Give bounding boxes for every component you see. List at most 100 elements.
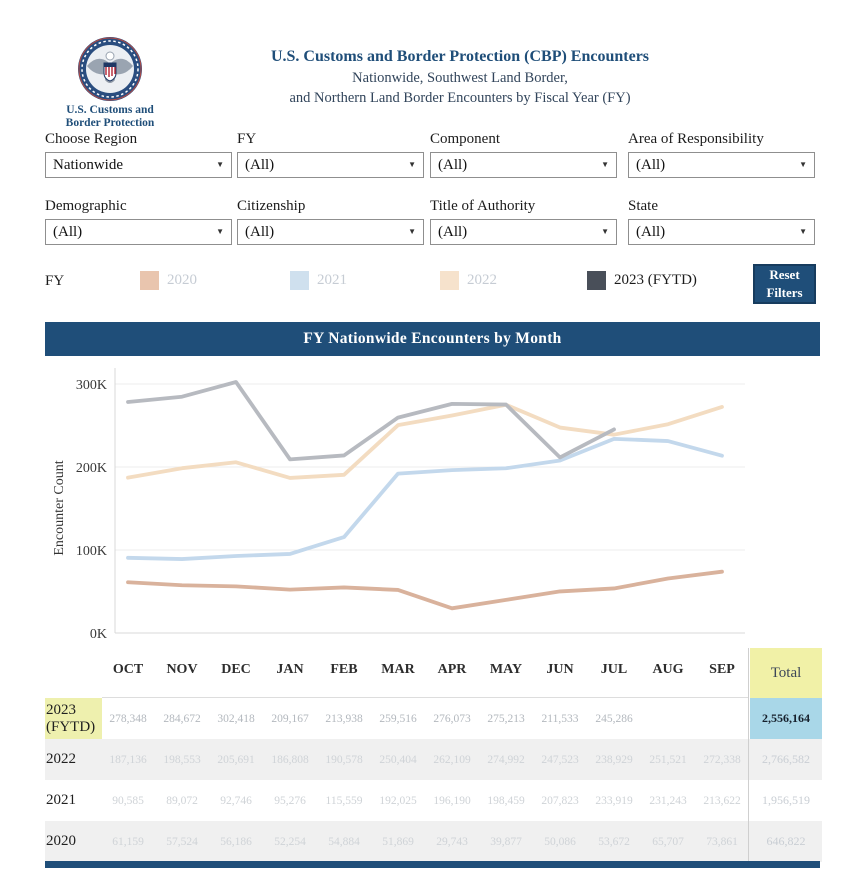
column-header-apr: APR: [437, 662, 467, 677]
line-series-2022: [126, 402, 724, 480]
row-label-2020[interactable]: 2020: [46, 833, 76, 850]
filter-label-title-of-authority: Title of Authority: [430, 198, 536, 214]
cell-value: 196,190: [433, 794, 471, 807]
row-label-2022[interactable]: 2022: [46, 751, 76, 768]
fy-dropdown[interactable]: (All) ▼: [237, 152, 424, 178]
page-subtitle-line2: and Northern Land Border Encounters by F…: [289, 89, 631, 106]
cell-value: 247,523: [541, 753, 579, 766]
cell-value: 187,136: [109, 753, 147, 766]
row-label-2021[interactable]: 2021: [46, 792, 76, 809]
legend-item-2021[interactable]: 2021: [290, 269, 347, 291]
title-of-authority-dropdown[interactable]: (All) ▼: [430, 219, 617, 245]
y-axis-title: Encounter Count: [52, 460, 67, 555]
reset-filters-button[interactable]: Reset Filters: [753, 264, 816, 304]
filter-label-fy: FY: [237, 131, 257, 147]
column-header-dec: DEC: [221, 662, 251, 677]
cell-value: 54,884: [328, 835, 360, 848]
table-row-2022: 2022 187,136 198,553 205,691 186,808 190,578 2…: [45, 739, 822, 780]
chevron-down-icon: ▼: [601, 227, 609, 236]
choose-region-value: Nationwide: [53, 157, 123, 173]
cell-value: 92,746: [220, 794, 252, 807]
cell-value: 276,073: [433, 712, 471, 725]
cell-value: 274,992: [487, 753, 525, 766]
chevron-down-icon: ▼: [601, 160, 609, 169]
citizenship-dropdown[interactable]: (All) ▼: [237, 219, 424, 245]
component-dropdown[interactable]: (All) ▼: [430, 152, 617, 178]
column-header-sep: SEP: [709, 662, 735, 677]
y-tick-label: 200K: [76, 461, 107, 476]
cell-value: 53,672: [598, 835, 630, 848]
legend-item-2022[interactable]: 2022: [440, 269, 497, 291]
component-value: (All): [438, 157, 468, 173]
y-tick-label: 300K: [76, 378, 107, 393]
chart-title-bar: FY Nationwide Encounters by Month: [45, 322, 820, 356]
chevron-down-icon: ▼: [408, 227, 416, 236]
cell-value: 39,877: [490, 835, 522, 848]
column-header-nov: NOV: [166, 662, 198, 677]
chevron-down-icon: ▼: [799, 160, 807, 169]
cell-value: 190,578: [325, 753, 363, 766]
legend-item-2020[interactable]: 2020: [140, 269, 197, 291]
cell-value: 90,585: [112, 794, 144, 807]
page-subtitle-line1: Nationwide, Southwest Land Border,: [352, 70, 568, 86]
cell-value: 198,459: [487, 794, 525, 807]
column-header-aug: AUG: [652, 662, 684, 677]
cell-value: 51,869: [382, 835, 414, 848]
encounters-line-chart: 0K 100K 200K 300K Encounter Count: [52, 368, 745, 642]
filter-label-citizenship: Citizenship: [237, 198, 306, 214]
legend-label-2021: 2021: [317, 271, 347, 288]
cell-value: 73,861: [706, 835, 738, 848]
cell-value: 250,404: [379, 753, 417, 766]
cell-value: 50,086: [544, 835, 576, 848]
column-header-may: MAY: [489, 662, 523, 677]
column-header-oct: OCT: [112, 662, 144, 677]
cell-value: 238,929: [595, 753, 633, 766]
cell-value: 186,808: [271, 753, 309, 766]
state-dropdown[interactable]: (All) ▼: [628, 219, 815, 245]
cell-value: 192,025: [379, 794, 417, 807]
column-header-feb: FEB: [330, 662, 358, 677]
filter-label-choose-region: Choose Region: [45, 131, 138, 147]
cell-value: 57,524: [166, 835, 198, 848]
legend-title: FY: [45, 273, 65, 289]
cell-value: 29,743: [436, 835, 468, 848]
column-header-mar: MAR: [381, 662, 415, 677]
column-header-jul: JUL: [600, 662, 628, 677]
shield-shape: [103, 62, 117, 82]
cell-value: 251,521: [649, 753, 687, 766]
legend-item-2023-fytd[interactable]: 2023 (FYTD): [587, 269, 697, 291]
total-value-2022: 2,766,582: [762, 752, 810, 766]
cell-value: 198,553: [163, 753, 201, 766]
title-of-authority-value: (All): [438, 224, 468, 240]
cell-value: 95,276: [274, 794, 306, 807]
page-title: U.S. Customs and Border Protection (CBP)…: [270, 48, 650, 65]
demographic-dropdown[interactable]: (All) ▼: [45, 219, 232, 245]
column-header-jun: JUN: [546, 662, 574, 677]
cell-value: 56,186: [220, 835, 252, 848]
y-tick-label: 0K: [90, 627, 107, 642]
fy-value: (All): [245, 157, 275, 173]
filter-label-state: State: [628, 198, 658, 214]
cell-value: 302,418: [217, 712, 255, 725]
choose-region-dropdown[interactable]: Nationwide ▼: [45, 152, 232, 178]
total-value-2021: 1,956,519: [762, 793, 810, 807]
legend-swatch-2020: [140, 270, 159, 290]
cell-value: 275,213: [487, 712, 525, 725]
cell-value: 209,167: [271, 712, 309, 725]
line-series-2023-fytd-: [126, 380, 616, 462]
table-row-2020: 2020 61,159 57,524 56,186 52,254 54,884 51,869…: [45, 821, 822, 862]
legend-label-2022: 2022: [467, 271, 497, 288]
filter-label-component: Component: [430, 131, 500, 147]
legend-swatch-2023: [587, 270, 606, 290]
demographic-value: (All): [53, 224, 83, 240]
chart-title: FY Nationwide Encounters by Month: [303, 330, 562, 347]
cell-value: 278,348: [109, 712, 147, 725]
cell-value: 245,286: [595, 712, 633, 725]
area-of-responsibility-value: (All): [636, 157, 666, 173]
filter-label-area-of-responsibility: Area of Responsibility: [628, 131, 764, 147]
cell-value: 213,938: [325, 712, 363, 725]
area-of-responsibility-dropdown[interactable]: (All) ▼: [628, 152, 815, 178]
logo-caption-line2: Border Protection: [65, 117, 155, 130]
cell-value: 89,072: [166, 794, 198, 807]
row-label-2023-fytd-[interactable]: 2023 (FYTD): [45, 698, 102, 739]
